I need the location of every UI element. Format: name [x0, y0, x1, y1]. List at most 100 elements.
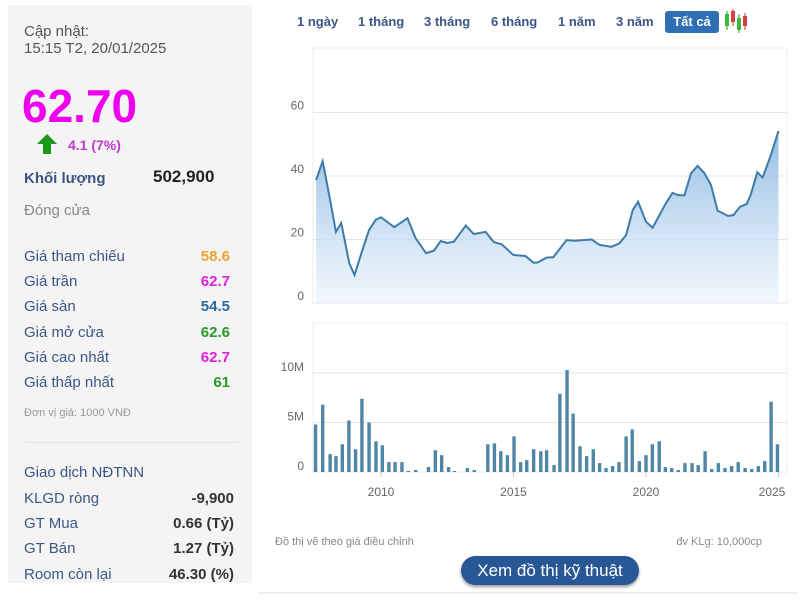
volume-bar: [657, 441, 661, 472]
volume-bar: [531, 449, 536, 472]
quote-panel: Cập nhật: 15:15 T2, 20/01/2025 62.70 4.1…: [8, 5, 252, 583]
volume-bar: [710, 469, 714, 472]
volume-bar: [367, 422, 371, 472]
foreign-row-value: -9,900: [191, 490, 234, 507]
volume-bar: [472, 470, 476, 472]
x-tick-label: 2015: [500, 485, 527, 499]
current-price: 62.70: [22, 80, 138, 132]
divider: [26, 442, 238, 443]
volume-bar: [525, 460, 529, 472]
volume-bar: [703, 451, 707, 472]
volume-bar: [769, 401, 773, 472]
volume-bar: [465, 468, 470, 472]
range-tab[interactable]: 3 tháng: [424, 14, 471, 29]
volume-bar: [400, 462, 404, 472]
volume-bar: [690, 463, 694, 472]
volume-bar: [505, 455, 510, 472]
range-tab[interactable]: 1 tháng: [358, 14, 405, 29]
volume-bar: [597, 463, 602, 472]
price-row-label: Giá thấp nhất: [24, 374, 115, 391]
volume-bar: [353, 449, 358, 472]
volume-bar: [492, 443, 497, 472]
volume-bar: [630, 429, 634, 472]
price-row-label: Giá mở cửa: [24, 323, 104, 341]
volume-bar: [452, 471, 457, 472]
technical-chart-button[interactable]: Xem đồ thị kỹ thuật: [461, 556, 639, 585]
volume-bar: [571, 413, 575, 472]
volume-plot-area: [312, 322, 788, 473]
foreign-title: Giao dịch NĐTNN: [24, 464, 145, 481]
volume-bar: [313, 424, 318, 472]
volume-bar: [729, 466, 734, 472]
volume-bar: [676, 470, 681, 472]
price-row-value: 62.7: [200, 348, 230, 366]
volume-bar: [387, 462, 391, 472]
price-change: 4.1 (7%): [68, 137, 121, 153]
price-tick-label: 60: [291, 99, 305, 113]
candlestick-icon[interactable]: [722, 8, 750, 34]
volume-bar: [558, 393, 562, 472]
range-tab[interactable]: 1 năm: [558, 14, 596, 29]
bottom-divider: [258, 592, 798, 594]
range-tab-selected[interactable]: Tất cả: [665, 11, 719, 33]
volume-bar: [414, 470, 418, 472]
price-line: [315, 130, 780, 278]
range-tab[interactable]: 1 ngày: [297, 14, 339, 29]
volume-bar: [565, 370, 569, 472]
price-row-label: Giá sàn: [24, 298, 76, 316]
volume-bar: [610, 466, 615, 472]
x-tick-label: 2010: [368, 485, 395, 499]
volume-bar: [446, 467, 451, 472]
price-row-value: 58.6: [200, 248, 230, 265]
x-tick-label: 2020: [633, 485, 660, 499]
unit-note: Đơn vị giá: 1000 VNĐ: [24, 407, 131, 419]
volume-bar: [374, 441, 378, 472]
volume-bar: [644, 455, 648, 472]
volume-bar: [743, 468, 747, 472]
volume-bar: [552, 465, 556, 472]
volume-bar: [433, 450, 438, 472]
volume-bar: [380, 445, 385, 472]
volume-bar: [663, 467, 668, 472]
volume-bar: [518, 462, 523, 472]
chart-note: Đồ thị vẽ theo giá điều chỉnh: [275, 536, 414, 548]
price-row-value: 62.6: [200, 323, 230, 341]
volume-bar: [426, 467, 431, 472]
volume-bar: [750, 469, 754, 472]
foreign-row-label: GT Bán: [24, 540, 76, 558]
foreign-row-value: 46.30 (%): [168, 565, 234, 583]
x-tick-label: 2025: [759, 485, 786, 499]
volume-bar: [544, 450, 549, 472]
update-time: 15:15 T2, 20/01/2025: [24, 40, 167, 57]
volume-bar: [604, 468, 608, 472]
volume-bar: [347, 420, 351, 472]
range-tab[interactable]: 3 năm: [616, 14, 654, 29]
price-row-label: Giá tham chiếu: [24, 248, 125, 265]
market-status: Đóng cửa: [24, 202, 90, 219]
volume-bar: [624, 436, 628, 472]
volume-bar: [723, 468, 727, 472]
volume-bar: [499, 451, 503, 472]
volume-value: 502,900: [153, 167, 215, 186]
volume-tick-label: 0: [297, 459, 304, 473]
volume-label: Khối lượng: [24, 170, 106, 187]
range-tab[interactable]: 6 tháng: [491, 14, 538, 29]
volume-tick-label: 10M: [281, 360, 304, 374]
foreign-row-label: KLGD ròng: [24, 490, 100, 507]
volume-bar: [584, 456, 589, 472]
volume-bar: [539, 451, 543, 472]
price-tick-label: 0: [297, 289, 304, 303]
volume-bar: [512, 436, 516, 472]
update-label: Cập nhật:: [24, 23, 90, 40]
price-row-value: 54.5: [200, 298, 230, 316]
volume-bar: [486, 444, 490, 472]
volume-bar: [360, 398, 364, 472]
price-row-label: Giá trần: [24, 273, 78, 291]
volume-bar: [650, 444, 655, 472]
arrow-up-icon: [37, 134, 57, 154]
price-row-value: 61: [213, 374, 230, 391]
volume-bar: [683, 463, 687, 472]
volume-bar: [340, 444, 345, 472]
price-row-value: 62.7: [200, 273, 230, 291]
